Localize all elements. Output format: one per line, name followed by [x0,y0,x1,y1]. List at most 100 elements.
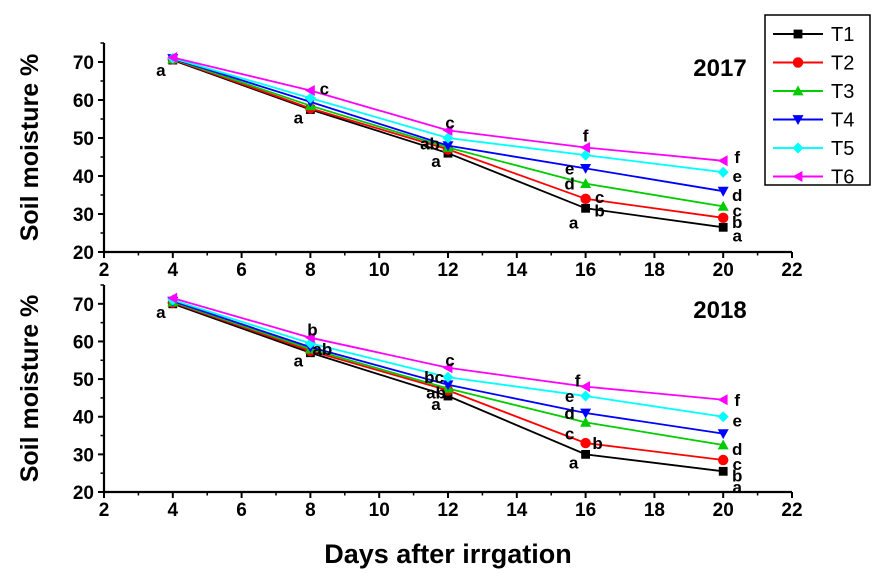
data-point-T6 [580,381,590,393]
significance-letter: d [732,440,742,459]
data-point-T3 [717,439,729,450]
significance-letter: c [445,113,454,132]
data-point-T4 [580,408,592,419]
data-point-T1 [718,222,728,232]
data-point-T1 [443,391,453,401]
y-tick-label: 50 [73,370,94,391]
x-tick-label: 14 [506,500,528,521]
significance-letter: b [732,466,742,485]
x-tick-label: 12 [437,260,458,281]
y-axis-label: Soil moisture % [16,295,44,483]
significance-letter: a [569,213,579,232]
significance-letter: a [732,226,742,245]
significance-letter: b [732,213,742,232]
data-point-T1 [718,466,728,476]
x-tick-label: 14 [506,260,528,281]
x-axis-label: Days after irrgation [324,539,572,569]
legend-label-T1: T1 [831,24,854,46]
x-tick-label: 16 [575,260,596,281]
panel-2018: 2 4 6 8 10 12 14 16 18 20 22 20 30 40 50 60 70 Soil moist… [16,284,803,521]
significance-letter: f [734,391,740,410]
significance-letter: c [595,188,604,207]
significance-letter: e [732,412,741,431]
significance-letter: a [156,303,166,322]
significance-letter: ab [426,384,446,403]
significance-letter: f [575,372,581,391]
data-point-T1 [581,203,590,213]
significance-letter: ab [420,135,440,154]
data-point-T4 [717,186,729,197]
x-tick-label: 16 [575,500,596,521]
legend-marker-T2 [792,57,804,68]
x-tick-label: 8 [305,260,316,281]
significance-letter: a [431,395,441,414]
legend: T1 T2 T3 T4 T5 T6 [764,14,871,189]
significance-letter: c [732,455,741,474]
significance-letter: e [565,159,574,178]
data-point-T3 [580,416,592,427]
significance-letter: a [294,109,304,128]
y-tick-label: 40 [73,408,94,429]
significance-letter: e [565,387,574,406]
significance-letter: c [565,425,574,444]
significance-letter: a [732,478,742,497]
data-point-T5 [717,411,729,423]
data-point-T2 [717,454,729,466]
significance-letter: f [734,148,740,167]
y-tick-label: 20 [73,243,94,264]
legend-label-T6: T6 [831,167,854,189]
data-point-T3 [717,200,729,211]
significance-letter: a [569,453,579,472]
y-tick-label: 60 [73,91,94,112]
legend-label-T2: T2 [831,53,854,75]
significance-letter: b [594,201,604,220]
data-point-T5 [717,166,729,178]
significance-letter: ab [312,340,332,359]
x-tick-label: 4 [168,260,179,281]
x-tick-label: 6 [236,500,247,521]
data-point-T6 [717,394,728,406]
y-tick-label: 70 [73,295,94,316]
legend-marker-T4 [792,115,804,125]
legend-marker-T3 [792,85,804,96]
significance-letter: c [732,201,741,220]
significance-letter: b [307,321,317,340]
x-tick-label: 18 [644,500,665,521]
data-point-T4 [442,141,454,152]
data-point-T6 [167,292,178,304]
significance-letter: c [320,80,329,99]
significance-letter: bc [424,368,444,387]
x-tick-label: 20 [713,260,734,281]
significance-letter: d [564,175,574,194]
data-point-T2 [580,193,591,205]
data-point-T6 [442,362,453,374]
data-point-T2 [717,212,729,224]
data-point-T4 [442,380,454,391]
data-point-T5 [580,149,592,161]
x-tick-label: 6 [236,260,247,281]
data-point-T5 [442,132,454,144]
data-point-T2 [580,437,591,449]
data-point-T6 [717,155,728,167]
panel-2017: 2 4 6 8 10 12 14 16 18 20 22 20 30 40 50 60 70 Soil moist… [16,42,803,281]
x-tick-label: 8 [305,500,316,521]
legend-label-T5: T5 [831,138,854,160]
data-point-T6 [442,124,453,136]
y-tick-label: 30 [73,205,94,226]
data-point-T6 [167,51,178,63]
legend-label-T4: T4 [831,110,854,132]
data-point-T1 [581,449,590,459]
panel-title: 2017 [693,55,746,82]
panels-layer: 2 4 6 8 10 12 14 16 18 20 22 20 30 40 50 60 70 Soil moist… [16,42,803,521]
x-tick-label: 22 [781,500,802,521]
y-tick-label: 20 [73,483,94,504]
x-tick-label: 2 [99,260,110,281]
x-tick-label: 12 [437,500,458,521]
data-point-T6 [304,332,315,344]
legend-label-T3: T3 [831,81,854,103]
data-point-T6 [580,142,590,153]
x-tick-label: 4 [168,500,179,521]
legend-marker-T5 [792,142,804,154]
x-tick-label: 20 [713,500,734,521]
